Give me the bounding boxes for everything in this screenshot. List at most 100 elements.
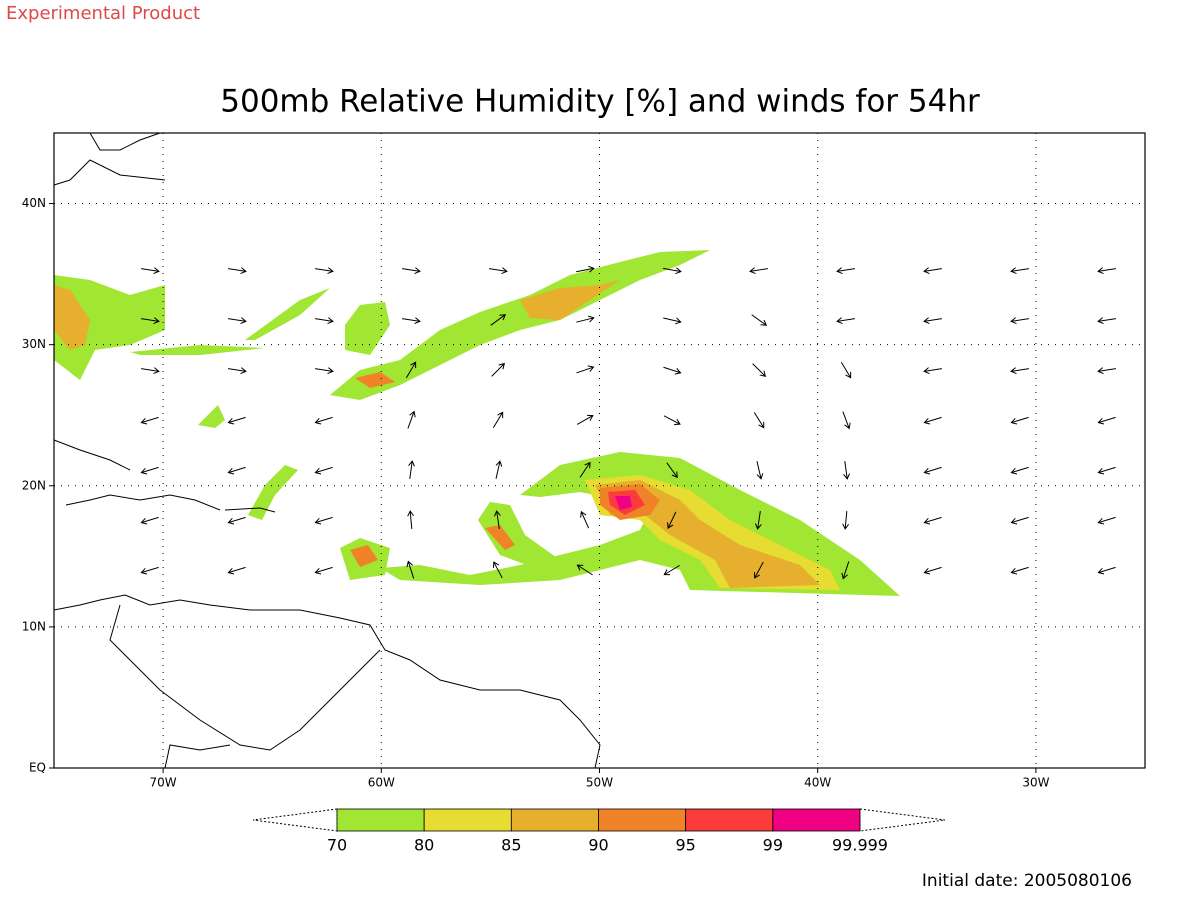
colorbar-box [423, 808, 512, 832]
colorbar-extension [859, 808, 946, 832]
colorbar-label: 90 [588, 836, 608, 855]
colorbar-box [336, 808, 425, 832]
wind-arrow [315, 367, 334, 375]
wind-arrow [1097, 416, 1116, 425]
wind-arrow [1097, 516, 1116, 525]
wind-arrow [754, 511, 762, 530]
colorbar-extension [252, 808, 338, 832]
wind-arrow [663, 317, 682, 325]
wind-arrow [405, 361, 417, 378]
wind-arrow [314, 416, 333, 425]
wind-arrow [663, 267, 682, 275]
wind-arrow [923, 416, 942, 425]
lat-tick-label: EQ [29, 761, 46, 775]
wind-arrow [407, 410, 416, 429]
wind-arrow [1010, 267, 1029, 275]
wind-arrow [842, 510, 850, 530]
lon-tick-label: 30W [1022, 776, 1049, 790]
wind-arrow [663, 564, 680, 576]
humidity-field [54, 250, 900, 596]
colorbar-box [772, 808, 861, 832]
wind-arrow [576, 564, 593, 576]
wind-arrow [923, 367, 942, 375]
wind-arrow [140, 516, 159, 525]
wind-arrow [663, 415, 681, 426]
wind-arrow [315, 317, 334, 325]
wind-arrow [1010, 466, 1029, 475]
wind-arrow [1010, 516, 1029, 525]
wind-arrow [923, 317, 942, 325]
wind-arrow [315, 267, 334, 275]
lat-tick-label: 40N [22, 196, 46, 210]
wind-arrow [843, 461, 850, 480]
wind-arrow [836, 317, 855, 325]
colorbar-label: 70 [327, 836, 347, 855]
wind-arrow [663, 366, 682, 375]
wind-arrow [753, 412, 765, 429]
wind-arrow [140, 416, 159, 425]
wind-arrow [1097, 566, 1116, 575]
wind-arrow [314, 466, 333, 475]
wind-arrow [140, 566, 159, 575]
wind-arrow [492, 561, 503, 579]
colorbar-label: 99.999 [832, 836, 888, 855]
wind-arrow [493, 510, 501, 529]
lon-tick-label: 70W [150, 776, 177, 790]
wind-arrow [1097, 317, 1116, 325]
colorbar-box [510, 808, 599, 832]
wind-arrow [842, 411, 851, 430]
colorbar-label: 80 [414, 836, 434, 855]
map-title: 500mb Relative Humidity [%] and winds fo… [220, 84, 980, 120]
wind-arrow [836, 267, 855, 275]
wind-arrow [841, 561, 850, 580]
wind-arrow [576, 365, 595, 374]
wind-arrow [490, 314, 507, 326]
wind-arrow [749, 267, 768, 275]
wind-arrow [1010, 367, 1029, 375]
colorbar-box [685, 808, 774, 832]
wind-arrow [576, 315, 595, 323]
wind-arrow [228, 367, 247, 375]
wind-arrow [228, 267, 247, 275]
wind-arrow [406, 560, 415, 579]
colorbar-label: 85 [501, 836, 521, 855]
wind-arrow [227, 566, 246, 575]
initial-date: Initial date: 2005080106 [922, 871, 1132, 891]
wind-arrow [402, 317, 421, 325]
lat-tick-label: 10N [22, 619, 46, 633]
lon-tick-label: 60W [368, 776, 395, 790]
wind-arrow [491, 362, 505, 377]
wind-arrow [923, 267, 942, 275]
wind-arrow [666, 462, 678, 479]
wind-arrow [489, 267, 508, 275]
wind-arrow [580, 510, 590, 529]
colorbar-label: 95 [675, 836, 695, 855]
wind-arrow [1097, 367, 1116, 375]
wind-arrow [576, 414, 594, 425]
wind-arrow [495, 460, 503, 479]
wind-arrow [1097, 466, 1116, 475]
wind-arrow [1097, 267, 1116, 275]
wind-arrow [314, 566, 333, 575]
colorbar-box [598, 808, 687, 832]
wind-arrows [140, 265, 1116, 580]
wind-arrow [579, 461, 591, 478]
wind-arrow [576, 265, 595, 273]
lon-tick-label: 40W [804, 776, 831, 790]
wind-arrow [141, 367, 160, 375]
wind-arrow [1010, 416, 1029, 425]
wind-arrow [227, 466, 246, 475]
wind-arrow [141, 317, 160, 325]
wind-arrow [228, 317, 247, 325]
wind-arrow [840, 362, 852, 379]
wind-arrow [1010, 317, 1029, 325]
wind-arrow [923, 566, 942, 575]
wind-arrow [227, 516, 246, 525]
wind-arrow [141, 267, 160, 275]
product-note: Experimental Product [6, 3, 200, 24]
wind-arrow [140, 466, 159, 475]
wind-arrow [753, 561, 764, 579]
lat-tick-label: 30N [22, 337, 46, 351]
wind-arrow [756, 461, 764, 480]
wind-arrow [314, 516, 333, 525]
